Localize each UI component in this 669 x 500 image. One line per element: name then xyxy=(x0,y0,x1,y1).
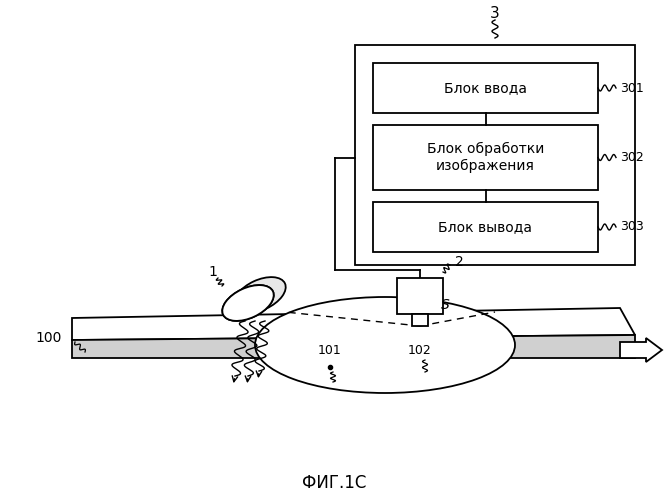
Text: S: S xyxy=(441,298,450,312)
Bar xyxy=(412,314,428,326)
Text: 100: 100 xyxy=(35,331,62,345)
Bar xyxy=(397,278,443,314)
Text: 102: 102 xyxy=(408,344,432,356)
Ellipse shape xyxy=(234,277,286,313)
Bar xyxy=(355,45,635,265)
Text: ФИГ.1С: ФИГ.1С xyxy=(302,474,366,492)
Text: 2: 2 xyxy=(455,255,464,269)
Polygon shape xyxy=(620,338,662,362)
Text: 303: 303 xyxy=(620,220,644,234)
Bar xyxy=(373,202,598,252)
Text: 3: 3 xyxy=(490,6,500,20)
Text: Блок обработки
изображения: Блок обработки изображения xyxy=(427,142,544,172)
Text: 302: 302 xyxy=(620,151,644,164)
Ellipse shape xyxy=(222,285,274,321)
Bar xyxy=(373,63,598,113)
Polygon shape xyxy=(72,308,635,340)
Text: 301: 301 xyxy=(620,82,644,94)
Text: Блок вывода: Блок вывода xyxy=(438,220,533,234)
Text: 101: 101 xyxy=(318,344,342,356)
Polygon shape xyxy=(72,335,635,358)
Ellipse shape xyxy=(222,285,274,321)
Ellipse shape xyxy=(255,297,515,393)
Text: 1: 1 xyxy=(209,265,217,279)
Bar xyxy=(373,125,598,190)
Text: Блок ввода: Блок ввода xyxy=(444,81,527,95)
